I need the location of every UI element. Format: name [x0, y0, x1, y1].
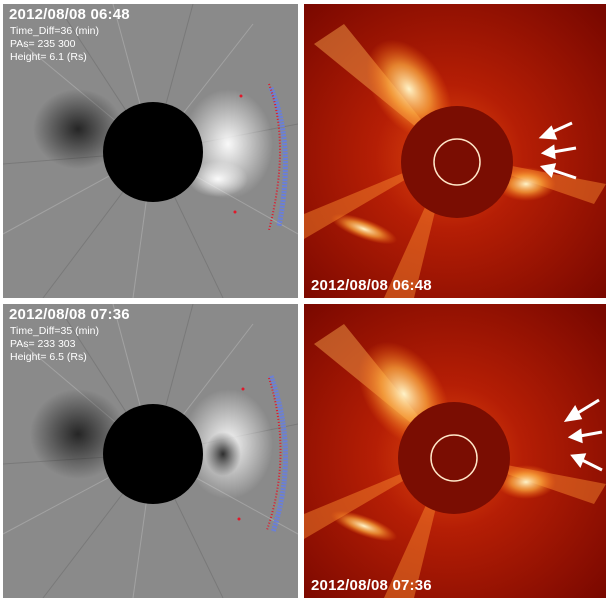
occulter-disk	[103, 404, 203, 504]
tracking-point	[242, 388, 245, 391]
tracking-point	[234, 211, 237, 214]
time-diff-label: Time_Diff=35 (min)	[10, 326, 99, 337]
panel-timestamp: 2012/08/08 06:48	[9, 7, 130, 22]
occulter-disk	[398, 402, 510, 514]
occulter-disk	[401, 106, 513, 218]
position-angles-label: PAs= 235 300	[10, 39, 75, 50]
dark-cme-cavity	[205, 432, 241, 476]
occulter-disk	[103, 102, 203, 202]
panel-timestamp: 2012/08/08 06:48	[311, 278, 432, 293]
panel-timestamp: 2012/08/08 07:36	[311, 578, 432, 593]
coronagraph-image-top: 2012/08/08 06:48	[304, 4, 606, 298]
tracking-point	[238, 518, 241, 521]
coronagraph-image-top-canvas	[304, 4, 606, 298]
coronagraph-image-bottom: 2012/08/08 07:36	[304, 304, 606, 598]
position-angles-label: PAs= 233 303	[10, 339, 75, 350]
time-diff-label: Time_Diff=36 (min)	[10, 26, 99, 37]
height-label: Height= 6.5 (Rs)	[10, 352, 87, 363]
difference-image-top: 2012/08/08 06:48 Time_Diff=36 (min) PAs=…	[3, 4, 298, 298]
panel-timestamp: 2012/08/08 07:36	[9, 307, 130, 322]
height-label: Height= 6.1 (Rs)	[10, 52, 87, 63]
difference-image-bottom: 2012/08/08 07:36 Time_Diff=35 (min) PAs=…	[3, 304, 298, 598]
tracking-point	[240, 95, 243, 98]
coronagraph-image-bottom-canvas	[304, 304, 606, 598]
